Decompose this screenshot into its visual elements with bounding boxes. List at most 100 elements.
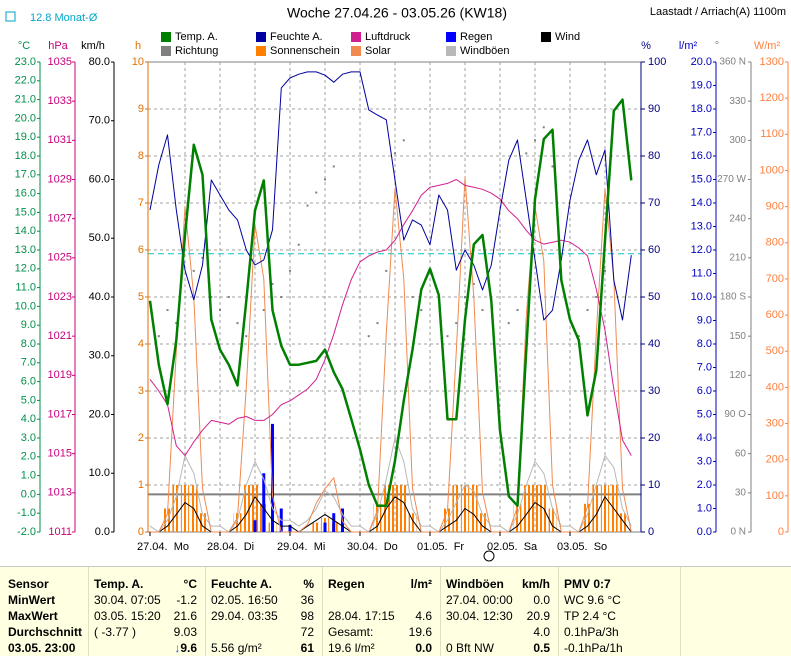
table-cell: 4.0 — [533, 624, 550, 640]
cell-text: 30.04. 07:05 — [94, 593, 161, 607]
table-cell: 27.04. 00:00 — [446, 592, 513, 608]
y-tick-label: 2.0 — [21, 451, 36, 463]
table-cell: 4.6 — [415, 608, 432, 624]
y-tick-label: 12.0 — [15, 263, 36, 275]
cell-text: 03.05. 23:00 — [8, 641, 76, 655]
legend-swatch — [161, 32, 171, 42]
section-title: Windböen — [446, 576, 504, 592]
table-cell: 61 — [301, 640, 314, 656]
y-tick-label: 1300 — [760, 56, 784, 68]
y-tick-label: 500 — [766, 345, 784, 357]
row-label: MaxWert — [8, 608, 58, 624]
x-tick-label: 01.05. Fr — [417, 541, 464, 553]
y-tick-label: 7 — [138, 197, 144, 209]
y-tick-label: -1.0 — [17, 507, 36, 519]
cell-text: -1.2 — [176, 593, 197, 607]
table-cell: 21.6 — [174, 608, 197, 624]
y-tick-label: 22.0 — [15, 75, 36, 87]
y-tick-label: 0.0 — [21, 488, 36, 500]
dot — [464, 296, 466, 298]
y-tick-label: 0.0 — [95, 526, 110, 538]
y-tick-label: 8 — [138, 150, 144, 162]
series-line — [148, 98, 633, 507]
y-tick-label: 60 — [648, 244, 660, 256]
table-cell: 72 — [301, 624, 314, 640]
dot — [227, 296, 230, 298]
dot — [420, 309, 423, 312]
legend-label: Temp. A. — [175, 31, 218, 43]
table-cell: 0 Bft NW — [446, 640, 494, 656]
y-tick-label: 1033 — [48, 95, 72, 107]
y-tick-label: 1011 — [48, 526, 72, 538]
table-cell: ↓9.6 — [174, 640, 197, 656]
cell-text: 98 — [300, 609, 314, 623]
bar — [601, 485, 609, 532]
dot — [245, 335, 248, 338]
bar — [198, 513, 207, 532]
bar — [478, 513, 487, 532]
y-tick-label: 5.0 — [21, 394, 36, 406]
legend-label: Sonnenschein — [270, 45, 340, 57]
y-tick-label: 0 — [648, 526, 654, 538]
bar — [233, 513, 242, 532]
y-tick-label: 1035 — [48, 56, 72, 68]
y-tick-label: 10.0 — [89, 467, 110, 479]
y-tick-label: 50 — [648, 291, 660, 303]
dot — [411, 296, 414, 298]
table-cell: 30.04. 12:30 — [446, 608, 513, 624]
dot — [367, 335, 370, 338]
dot — [595, 296, 598, 298]
y-tick-label: 11.0 — [691, 267, 712, 279]
cell-text: -0.1hPa/1h — [564, 641, 623, 655]
cell-text: 19.6 l/m² — [328, 641, 375, 655]
y-tick-label: 90 — [648, 103, 660, 115]
moon-icon — [483, 550, 495, 562]
y-tick-label: 9.0 — [21, 319, 36, 331]
stats-table: Sensor MinWert MaxWert Durchschnitt 03.05. 2… — [0, 566, 791, 656]
table-cell: ( -3.77 ) — [94, 624, 136, 640]
y-tick-label: 14.0 — [15, 225, 36, 237]
axis-unit: h — [135, 40, 141, 52]
row-label: MinWert — [8, 592, 55, 608]
cell-text: Gesamt: — [328, 625, 374, 639]
y-tick-label: 7.0 — [697, 361, 712, 373]
y-tick-label: 20.0 — [89, 408, 110, 420]
dot — [516, 309, 519, 312]
y-tick-label: 21.0 — [15, 94, 36, 106]
y-tick-label: 10 — [648, 479, 660, 491]
cell-text: TP 2.4 °C — [564, 609, 616, 623]
cell-text: MaxWert — [8, 609, 58, 623]
cell-text: 19.6 — [408, 625, 432, 639]
y-tick-label: 3.0 — [697, 455, 712, 467]
x-tick-label: 30.04. Do — [347, 541, 398, 553]
y-tick-label: 16.0 — [15, 188, 36, 200]
table-cell: -0.1hPa/1h — [564, 640, 623, 656]
y-tick-label: 7.0 — [21, 357, 36, 369]
legend-swatch — [541, 32, 551, 42]
lines — [148, 71, 633, 533]
column-separator — [558, 567, 559, 656]
axis-unit: hPa — [48, 40, 68, 52]
cell-text: 21.6 — [173, 609, 197, 623]
cell-text: Temp. A. — [94, 577, 144, 591]
cell-text: % — [303, 577, 314, 591]
dot — [472, 282, 475, 285]
table-cell: 20.9 — [527, 608, 550, 624]
y-tick-label: 6 — [138, 244, 144, 256]
axis-unit: km/h — [81, 40, 105, 52]
bar — [531, 485, 539, 532]
cell-text: 27.04. 00:00 — [446, 593, 513, 607]
legend-label: Luftdruck — [365, 31, 411, 43]
table-cell: 0.0 — [533, 592, 550, 608]
y-tick-label: 90 O — [724, 409, 746, 420]
table-cell: 30.04. 07:05 — [94, 592, 161, 608]
y-tick-label: 900 — [766, 201, 784, 213]
y-tick-label: 1 — [138, 479, 144, 491]
y-tick-label: 5 — [138, 291, 144, 303]
y-tick-label: 30 — [735, 487, 747, 498]
y-tick-label: 4.0 — [21, 413, 36, 425]
bar — [181, 485, 189, 532]
row-label: Sensor — [8, 576, 49, 592]
table-cell: 28.04. 17:15 — [328, 608, 395, 624]
table-cell: 98 — [301, 608, 314, 624]
